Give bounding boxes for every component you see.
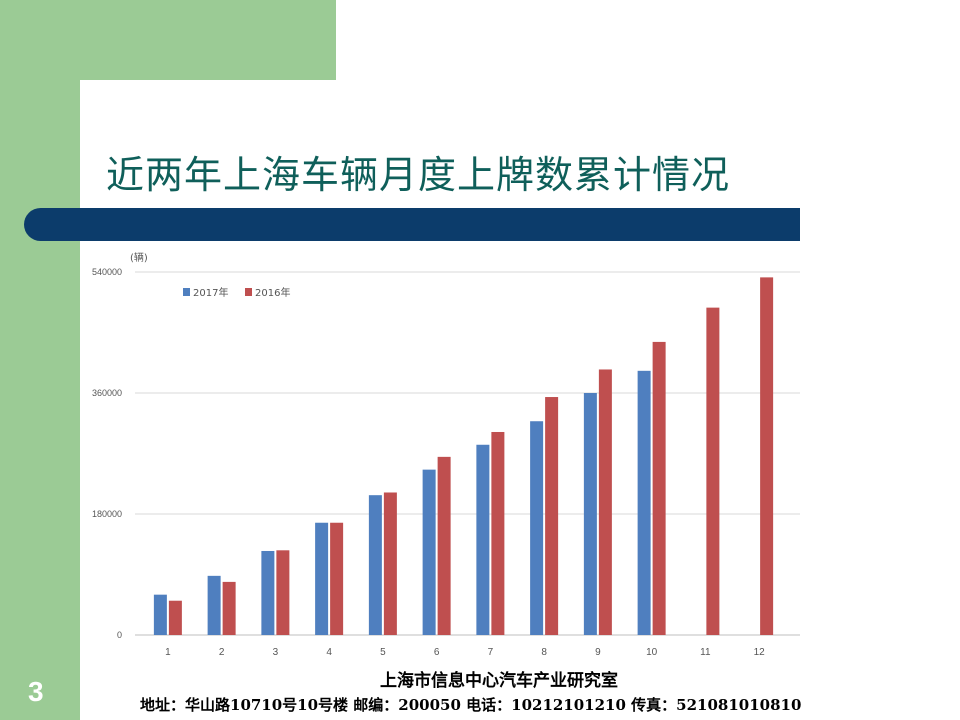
legend-swatch <box>245 288 252 296</box>
legend-label: 2017年 <box>193 286 228 299</box>
bar-2016-month-4 <box>330 522 344 635</box>
green-side-panel <box>0 0 80 720</box>
slide-title: 近两年上海车辆月度上牌数累计情况 <box>106 153 731 197</box>
bar-2016-month-7 <box>491 431 505 635</box>
legend-swatch <box>183 288 190 296</box>
bar-2017-month-4 <box>315 522 329 635</box>
x-tick-label: 8 <box>541 647 547 658</box>
y-tick-label: 180000 <box>92 509 122 519</box>
title-underline-band <box>24 208 800 241</box>
y-tick-label: 0 <box>117 630 122 640</box>
x-tick-label: 5 <box>380 647 386 658</box>
bar-2017-month-10 <box>637 370 651 635</box>
x-tick-label: 3 <box>273 647 279 658</box>
bar-2017-month-1 <box>153 594 167 635</box>
x-tick-label: 6 <box>434 647 440 658</box>
footer-area <box>80 662 960 720</box>
bar-2017-month-6 <box>422 469 436 635</box>
bar-2016-month-6 <box>437 456 451 635</box>
bars <box>153 277 774 635</box>
bar-2017-month-5 <box>368 495 382 635</box>
page-number: 3 <box>28 676 44 707</box>
content-card <box>80 80 960 665</box>
bar-2017-month-2 <box>207 575 221 635</box>
bar-2016-month-10 <box>652 341 666 635</box>
y-tick-label: 540000 <box>92 267 122 277</box>
y-axis-label: (辆) <box>130 251 148 264</box>
x-tick-label: 4 <box>326 647 332 658</box>
legend: 2017年 2016年 <box>183 286 290 299</box>
y-axis-ticks: 0 180000 360000 540000 <box>92 267 122 640</box>
bar-2016-month-8 <box>545 397 559 635</box>
footer-organization: 上海市信息中心汽车产业研究室 <box>380 671 618 691</box>
green-top-block <box>0 0 336 80</box>
bar-2017-month-3 <box>261 550 275 635</box>
x-tick-label: 11 <box>700 647 711 658</box>
x-tick-label: 9 <box>595 647 601 658</box>
bar-2016-month-12 <box>760 277 774 635</box>
bar-2016-month-2 <box>222 581 236 635</box>
bar-2017-month-7 <box>476 444 490 635</box>
x-tick-label: 1 <box>165 647 171 658</box>
x-tick-label: 7 <box>488 647 494 658</box>
bar-2016-month-3 <box>276 550 290 635</box>
bar-2016-month-5 <box>383 492 397 635</box>
x-tick-label: 10 <box>646 647 658 658</box>
y-tick-label: 360000 <box>92 388 122 398</box>
bar-2016-month-11 <box>706 307 720 635</box>
x-tick-label: 12 <box>754 647 766 658</box>
bar-2017-month-8 <box>530 421 544 635</box>
x-axis-ticks: 1 2 3 4 5 6 7 8 9 10 11 12 <box>165 647 765 658</box>
grid-lines <box>135 271 800 636</box>
bar-2017-month-9 <box>583 393 597 635</box>
bar-2016-month-9 <box>598 369 612 635</box>
footer-address: 地址：华山路10710号10号楼 邮编：200050 电话：1021210121… <box>140 696 802 714</box>
bar-2016-month-1 <box>168 600 182 635</box>
legend-label: 2016年 <box>255 286 290 299</box>
x-tick-label: 2 <box>219 647 225 658</box>
